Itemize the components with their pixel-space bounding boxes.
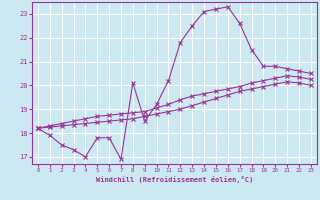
- X-axis label: Windchill (Refroidissement éolien,°C): Windchill (Refroidissement éolien,°C): [96, 176, 253, 183]
